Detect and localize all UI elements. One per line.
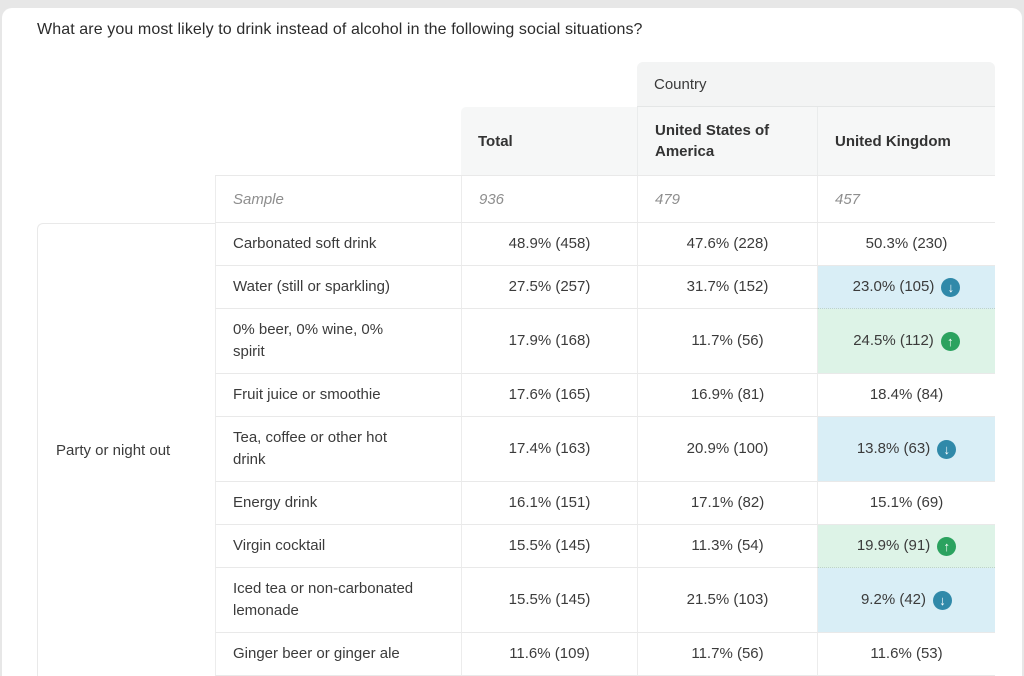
- uk-value-text: 24.5% (112): [853, 332, 934, 349]
- total-value: 17.6% (165): [461, 374, 637, 417]
- total-value: 16.1% (151): [461, 482, 637, 525]
- uk-value: 9.2% (42) ↓: [817, 568, 995, 633]
- usa-value: 20.9% (100): [637, 417, 817, 482]
- usa-value: 47.6% (228): [637, 223, 817, 266]
- row-label: Ginger beer or ginger ale: [215, 633, 461, 676]
- report-card: What are you most likely to drink instea…: [2, 8, 1022, 676]
- uk-value: 13.8% (63) ↓: [817, 417, 995, 482]
- usa-value: 16.9% (81): [637, 374, 817, 417]
- table-row: Energy drink 16.1% (151) 17.1% (82) 15.1% (…: [215, 482, 995, 525]
- total-value: 17.4% (163): [461, 417, 637, 482]
- column-header-uk: United Kingdom: [817, 107, 995, 175]
- country-group-label: Country: [654, 75, 707, 93]
- table-row: Virgin cocktail 15.5% (145) 11.3% (54) 19.9…: [215, 525, 995, 568]
- row-label: Tea, coffee or other hot drink: [215, 417, 461, 482]
- trend-down-icon: ↓: [941, 277, 961, 297]
- row-label: Iced tea or non-carbonated lemonade: [215, 568, 461, 633]
- group-cell: Party or night out: [37, 223, 215, 676]
- total-value: 48.9% (458): [461, 223, 637, 266]
- row-label: Energy drink: [215, 482, 461, 525]
- trend-up-icon: ↑: [940, 331, 960, 351]
- uk-value: 15.1% (69): [817, 482, 995, 525]
- uk-value-text: 19.9% (91): [856, 537, 931, 554]
- question-title: What are you most likely to drink instea…: [37, 21, 643, 38]
- row-label: Water (still or sparkling): [215, 266, 461, 309]
- sample-row: Sample 936 479 457: [215, 175, 995, 223]
- trend-down-icon: ↓: [937, 439, 957, 459]
- row-label: 0% beer, 0% wine, 0% spirit: [215, 309, 461, 374]
- total-value: 11.6% (109): [461, 633, 637, 676]
- column-header-total: Total: [461, 107, 637, 175]
- usa-value: 11.7% (56): [637, 633, 817, 676]
- uk-value-text: 13.8% (63): [856, 440, 931, 457]
- uk-value-text: 23.0% (105): [852, 278, 935, 295]
- country-header-band: Country: [37, 62, 995, 107]
- uk-value: 11.6% (53): [817, 633, 995, 676]
- uk-value: 19.9% (91) ↑: [817, 525, 995, 568]
- table-row: Water (still or sparkling) 27.5% (257) 31.…: [215, 266, 995, 309]
- usa-value: 11.3% (54): [637, 525, 817, 568]
- data-section: Party or night out Carbonated soft drink…: [37, 223, 995, 676]
- uk-value: 24.5% (112) ↑: [817, 309, 995, 374]
- table-row: Fruit juice or smoothie 17.6% (165) 16.9% …: [215, 374, 995, 417]
- uk-value-text: 9.2% (42): [860, 591, 927, 608]
- uk-value-text: 18.4% (84): [869, 386, 944, 403]
- total-value: 15.5% (145): [461, 525, 637, 568]
- row-label: Fruit juice or smoothie: [215, 374, 461, 417]
- uk-value-text: 11.6% (53): [870, 645, 943, 662]
- column-header-row: Total United States of America United Ki…: [461, 107, 995, 175]
- uk-value: 50.3% (230): [817, 223, 995, 266]
- uk-value-text: 15.1% (69): [869, 494, 944, 511]
- sample-total: 936: [461, 176, 637, 222]
- country-group-header: Country: [637, 62, 995, 107]
- uk-value: 23.0% (105) ↓: [817, 266, 995, 309]
- table-row: 0% beer, 0% wine, 0% spirit 17.9% (168) 11…: [215, 309, 995, 374]
- usa-value: 21.5% (103): [637, 568, 817, 633]
- trend-up-icon: ↑: [937, 536, 957, 556]
- usa-value: 31.7% (152): [637, 266, 817, 309]
- row-label: Virgin cocktail: [215, 525, 461, 568]
- total-value: 17.9% (168): [461, 309, 637, 374]
- row-label: Carbonated soft drink: [215, 223, 461, 266]
- usa-value: 11.7% (56): [637, 309, 817, 374]
- column-header-usa: United States of America: [637, 107, 817, 175]
- table-row: Tea, coffee or other hot drink 17.4% (163…: [215, 417, 995, 482]
- total-value: 15.5% (145): [461, 568, 637, 633]
- uk-value: 18.4% (84): [817, 374, 995, 417]
- usa-value: 17.1% (82): [637, 482, 817, 525]
- uk-value-text: 50.3% (230): [865, 235, 948, 252]
- crosstab-table: Country Total United States of America U…: [37, 62, 995, 676]
- table-row: Carbonated soft drink 48.9% (458) 47.6% (2…: [215, 223, 995, 266]
- table-row: Ginger beer or ginger ale 11.6% (109) 11.7…: [215, 633, 995, 676]
- sample-label: Sample: [215, 176, 461, 222]
- table-row: Iced tea or non-carbonated lemonade 15.5%…: [215, 568, 995, 633]
- total-value: 27.5% (257): [461, 266, 637, 309]
- sample-usa: 479: [637, 176, 817, 222]
- sample-uk: 457: [817, 176, 995, 222]
- trend-down-icon: ↓: [933, 590, 953, 610]
- table-rows: Carbonated soft drink 48.9% (458) 47.6% (2…: [215, 223, 995, 676]
